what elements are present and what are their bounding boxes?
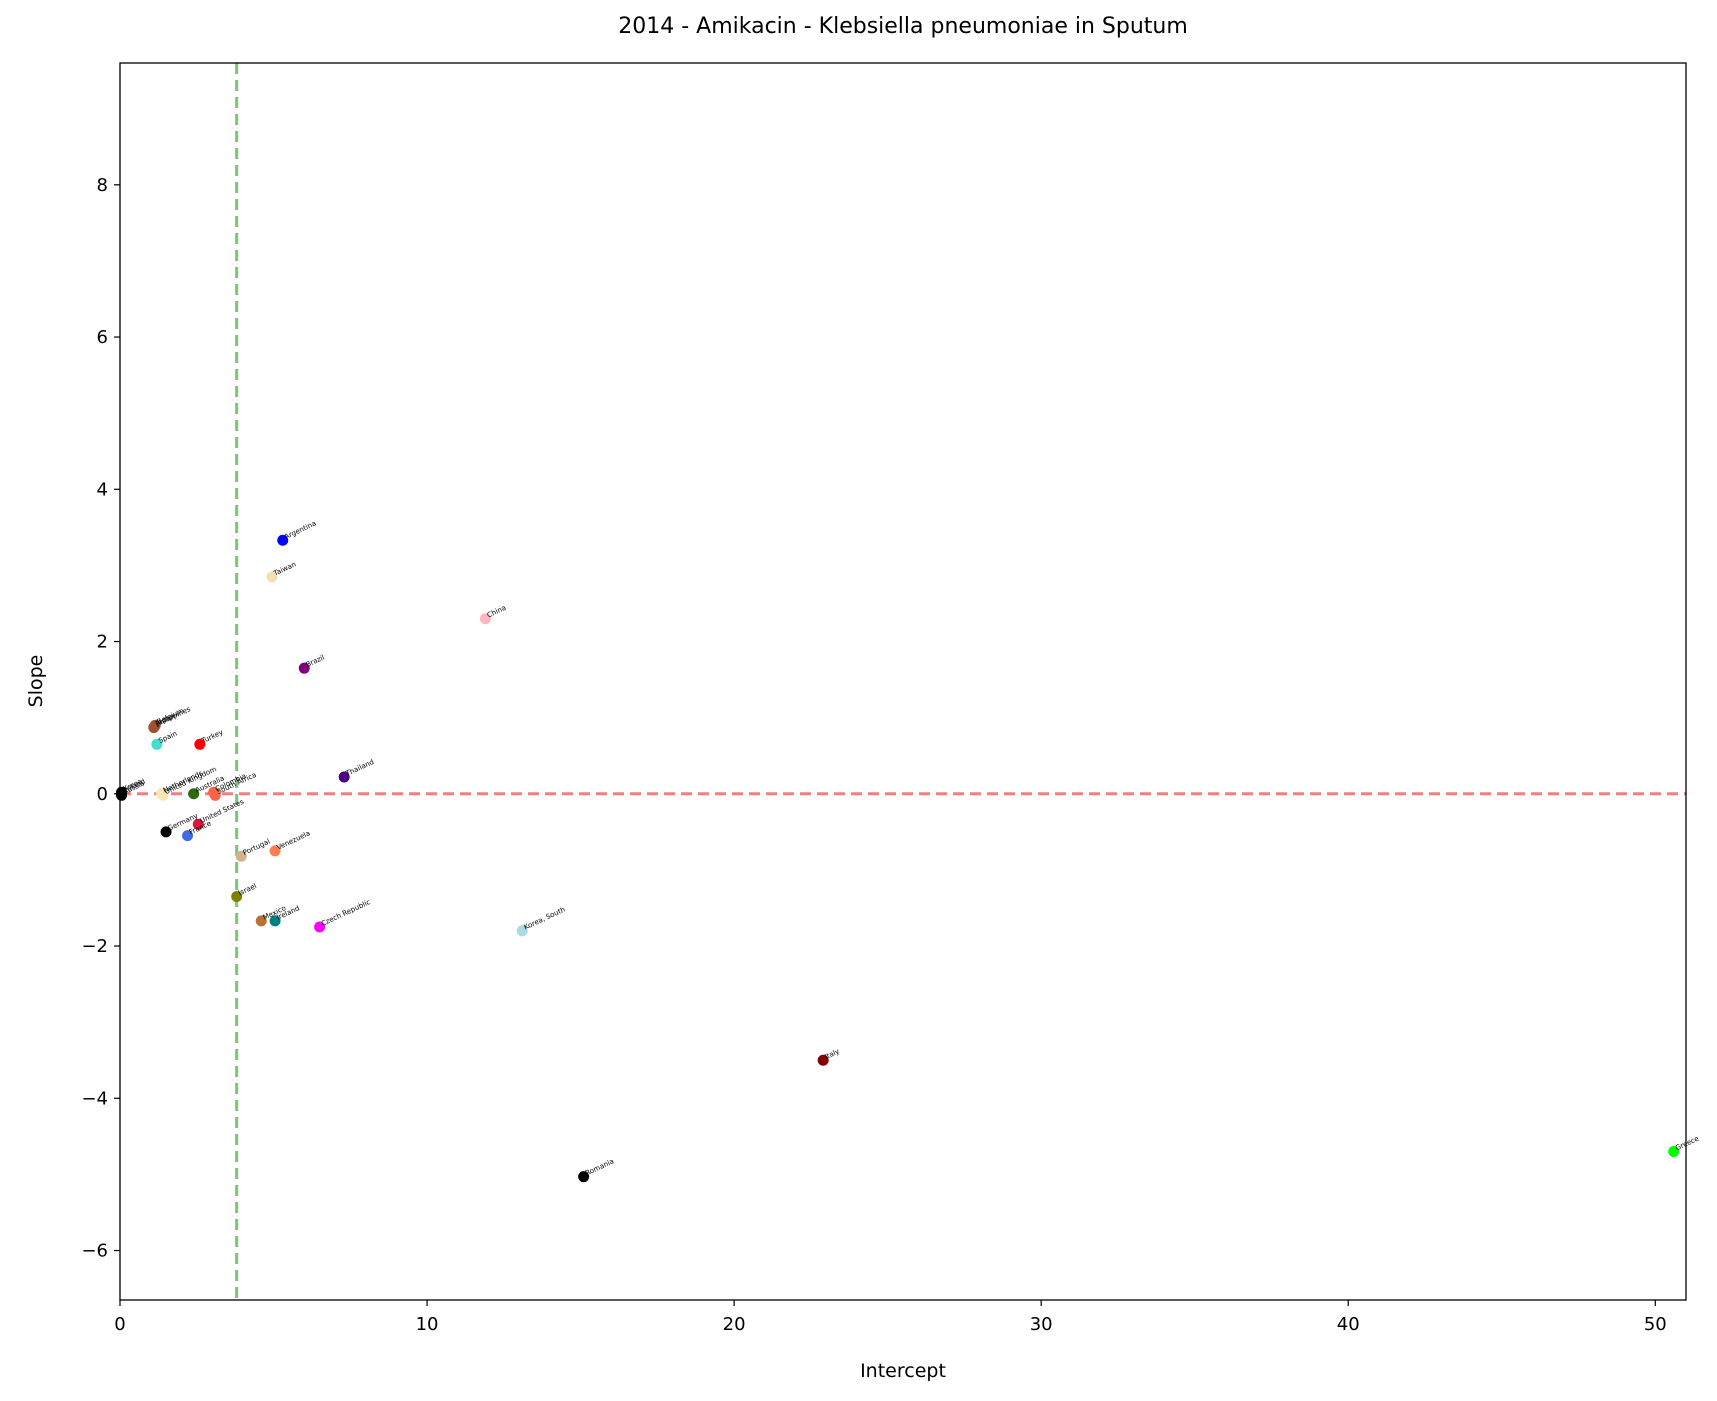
x-tick-label: 10 — [416, 1314, 439, 1335]
plot-frame — [119, 62, 1687, 1301]
scatter-point — [192, 818, 204, 830]
scatter-point — [269, 845, 281, 857]
x-tick-label: 30 — [1030, 1314, 1053, 1335]
scatter-point — [151, 738, 163, 750]
y-tick-label: 4 — [97, 479, 108, 500]
plot-area — [120, 63, 1686, 1300]
scatter-point — [298, 662, 310, 674]
scatter-point — [277, 534, 289, 546]
scatter-point — [194, 738, 206, 750]
y-tick-label: 2 — [97, 632, 108, 653]
scatter-point — [235, 850, 247, 862]
scatter-point — [231, 891, 243, 903]
scatter-point — [157, 789, 169, 801]
reference-lines — [120, 63, 1686, 1300]
scatter-point — [479, 613, 491, 625]
scatter-point — [338, 771, 350, 783]
scatter-point — [116, 789, 128, 801]
x-axis-title: Intercept — [860, 1360, 946, 1382]
scatter-point — [516, 925, 528, 937]
y-tick-label: −6 — [81, 1241, 108, 1262]
x-axis: 0 10 20 30 40 50 — [114, 1300, 1667, 1335]
x-tick-label: 0 — [114, 1314, 125, 1335]
scatter-point — [182, 830, 194, 842]
y-tick-label: −4 — [81, 1088, 108, 1109]
scatter-point — [817, 1054, 829, 1066]
chart-title: 2014 - Amikacin - Klebsiella pneumoniae … — [618, 14, 1188, 39]
x-tick-label: 50 — [1644, 1314, 1667, 1335]
scatter-point — [269, 915, 281, 927]
data-points — [116, 534, 1680, 1183]
scatter-point — [148, 722, 160, 734]
x-tick-label: 40 — [1337, 1314, 1360, 1335]
y-axis: −6 −4 −2 0 2 4 6 8 — [81, 175, 120, 1262]
y-tick-label: 8 — [97, 175, 108, 196]
scatter-point — [314, 921, 326, 933]
y-axis-title: Slope — [25, 655, 47, 708]
scatter-point — [188, 788, 200, 800]
scatter-point — [578, 1171, 590, 1183]
y-tick-label: 0 — [97, 784, 108, 805]
scatter-point — [255, 915, 267, 927]
scatter-point — [266, 571, 278, 583]
y-tick-label: 6 — [97, 327, 108, 348]
scatter-point — [209, 789, 221, 801]
scatter-point — [160, 826, 172, 838]
scatter-point — [1668, 1146, 1680, 1158]
y-tick-label: −2 — [81, 936, 108, 957]
x-tick-label: 20 — [723, 1314, 746, 1335]
